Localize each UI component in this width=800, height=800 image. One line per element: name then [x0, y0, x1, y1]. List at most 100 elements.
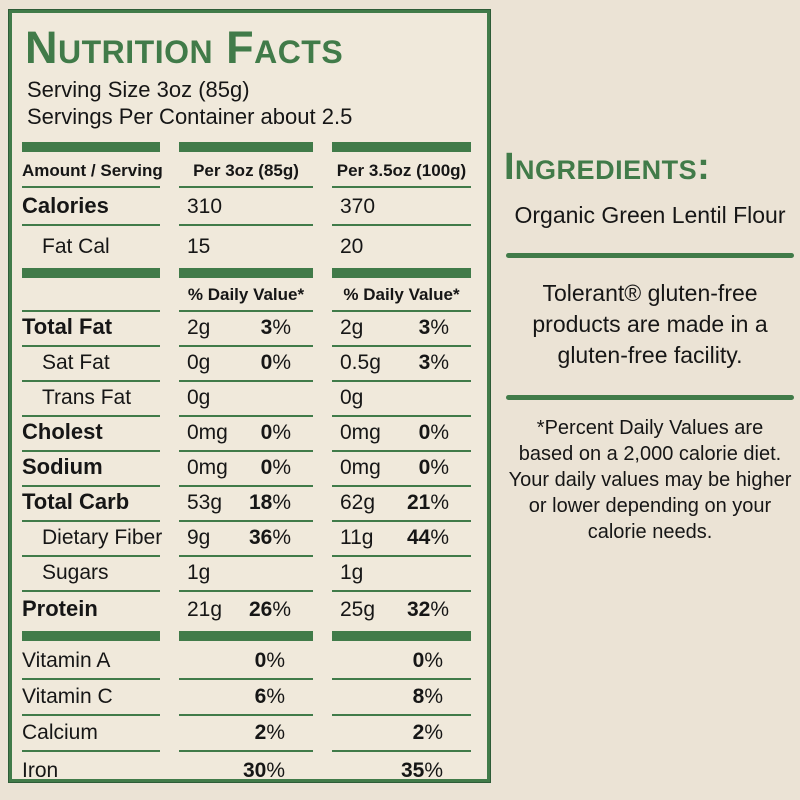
nutrient-label: Fat Cal [42, 235, 110, 258]
value-cell: 1g % [332, 557, 471, 592]
amount-value: 0mg [340, 421, 381, 444]
value-cell: 25g 32% [332, 592, 471, 627]
value-cell: 21g 26% [179, 592, 313, 627]
value-cell: 2% [332, 716, 471, 752]
green-bar [22, 142, 160, 152]
table-row: Sat Fat 0g 0% 0.5g 3% [22, 347, 487, 382]
nutrient-label: Vitamin C [22, 685, 113, 708]
value-cell: 0g 0% [179, 347, 313, 382]
amount-value: 0g [187, 351, 211, 374]
percent-value: 0% [418, 421, 449, 444]
empty-cell [22, 281, 160, 312]
green-bar [179, 268, 313, 278]
percent-value: 0% [260, 421, 291, 444]
nutrient-label: Trans Fat [42, 386, 132, 409]
table-row: Protein 21g 26% 25g 32% [22, 592, 487, 627]
amount-value: 1g [340, 561, 364, 584]
percent-value: 0% [412, 649, 443, 672]
value-cell: 0% [332, 644, 471, 680]
amount-value: 25g [340, 598, 376, 621]
nutrient-label: Calories [22, 193, 109, 218]
table-row: Vitamin C 6% 8% [22, 680, 487, 716]
percent-value: 2% [254, 721, 285, 744]
nutrient-label: Iron [22, 759, 59, 782]
percent-value: 44% [406, 526, 449, 549]
section-divider-bars [22, 142, 487, 152]
green-divider [506, 395, 794, 400]
value-cell: 35% [332, 752, 471, 788]
amount-value: 53g [187, 491, 223, 514]
value-cell: 53g 18% [179, 487, 313, 522]
percent-value: 3% [418, 351, 449, 374]
daily-value-header: % Daily Value* [179, 281, 313, 312]
table-header-row: Amount / Serving Per 3oz (85g) Per 3.5oz… [22, 155, 487, 188]
amount-value: 2g [187, 316, 211, 339]
amount-value: 2g [340, 316, 364, 339]
gluten-free-note: Tolerant® gluten-free products are made … [532, 280, 768, 368]
value-cell: 0g % [179, 382, 313, 417]
section-divider-bars [22, 268, 487, 278]
percent-value: 21% [406, 491, 449, 514]
value-cell: 0g % [332, 382, 471, 417]
daily-values-footnote: *Percent Daily Values are based on a 2,0… [508, 417, 792, 543]
percent-value: 0% [418, 456, 449, 479]
percent-value: 3% [418, 316, 449, 339]
green-bar [22, 268, 160, 278]
value-cell: 310 [179, 188, 313, 226]
nutrient-label: Dietary Fiber [42, 526, 163, 549]
value-cell: 11g 44% [332, 522, 471, 557]
value-cell: 370 [332, 188, 471, 226]
daily-value-header-row: % Daily Value* % Daily Value* [22, 281, 487, 312]
amount-value: 62g [340, 491, 376, 514]
value-cell: 62g 21% [332, 487, 471, 522]
nutrient-label-cell: Trans Fat [22, 382, 160, 417]
column-header: Per 3oz (85g) [179, 155, 313, 188]
nutrient-label-cell: Calcium [22, 716, 160, 752]
column-header: Per 3.5oz (100g) [332, 155, 471, 188]
percent-value: 35% [400, 759, 443, 782]
green-bar [332, 268, 471, 278]
value-cell: 0mg 0% [332, 452, 471, 487]
nutrient-label-cell: Sat Fat [22, 347, 160, 382]
servings-per-container-text: Servings Per Container about 2.5 [27, 104, 353, 129]
percent-value: 30% [242, 759, 285, 782]
table-row: Cholest 0mg 0% 0mg 0% [22, 417, 487, 452]
amount-value: 11g [340, 526, 374, 549]
percent-value: 32% [406, 598, 449, 621]
value-cell: 2g 3% [332, 312, 471, 347]
serving-info: Serving Size 3oz (85g) Servings Per Cont… [12, 70, 487, 130]
value-cell: 0mg 0% [179, 417, 313, 452]
nutrient-label-cell: Iron [22, 752, 160, 788]
value-cell: 0mg 0% [179, 452, 313, 487]
nutrient-label: Vitamin A [22, 649, 111, 672]
value-cell: 2g 3% [179, 312, 313, 347]
percent-value: 3% [260, 316, 291, 339]
percent-value: 2% [412, 721, 443, 744]
green-bar [332, 142, 471, 152]
column-header: Amount / Serving [22, 155, 163, 188]
amount-value: 0mg [187, 421, 228, 444]
percent-value: 26% [248, 598, 291, 621]
nutrient-label-cell: Total Carb [22, 487, 160, 522]
ingredient-item: Organic Green Lentil Flour [514, 202, 786, 228]
nutrient-label: Total Carb [22, 489, 130, 514]
nutrient-label-cell: Fat Cal [22, 226, 160, 264]
value-cell: 30% [179, 752, 313, 788]
table-row: Calories 310 370 [22, 188, 487, 226]
value-cell: 0% [179, 644, 313, 680]
percent-value: 0% [260, 351, 291, 374]
green-bar [22, 631, 160, 641]
value-cell: 15 [179, 226, 313, 264]
nutrient-label-cell: Total Fat [22, 312, 160, 347]
nutrient-label: Sugars [42, 561, 109, 584]
amount-value: 0mg [187, 456, 228, 479]
green-bar [332, 631, 471, 641]
value-cell: 2% [179, 716, 313, 752]
table-row: Calcium 2% 2% [22, 716, 487, 752]
amount-value: 1g [187, 561, 211, 584]
nutrient-label-cell: Calories [22, 188, 160, 226]
table-row: Dietary Fiber 9g 36% 11g 44% [22, 522, 487, 557]
percent-value: 0% [260, 456, 291, 479]
value-cell: 6% [179, 680, 313, 716]
ingredients-heading: Ingredients: [504, 146, 711, 188]
